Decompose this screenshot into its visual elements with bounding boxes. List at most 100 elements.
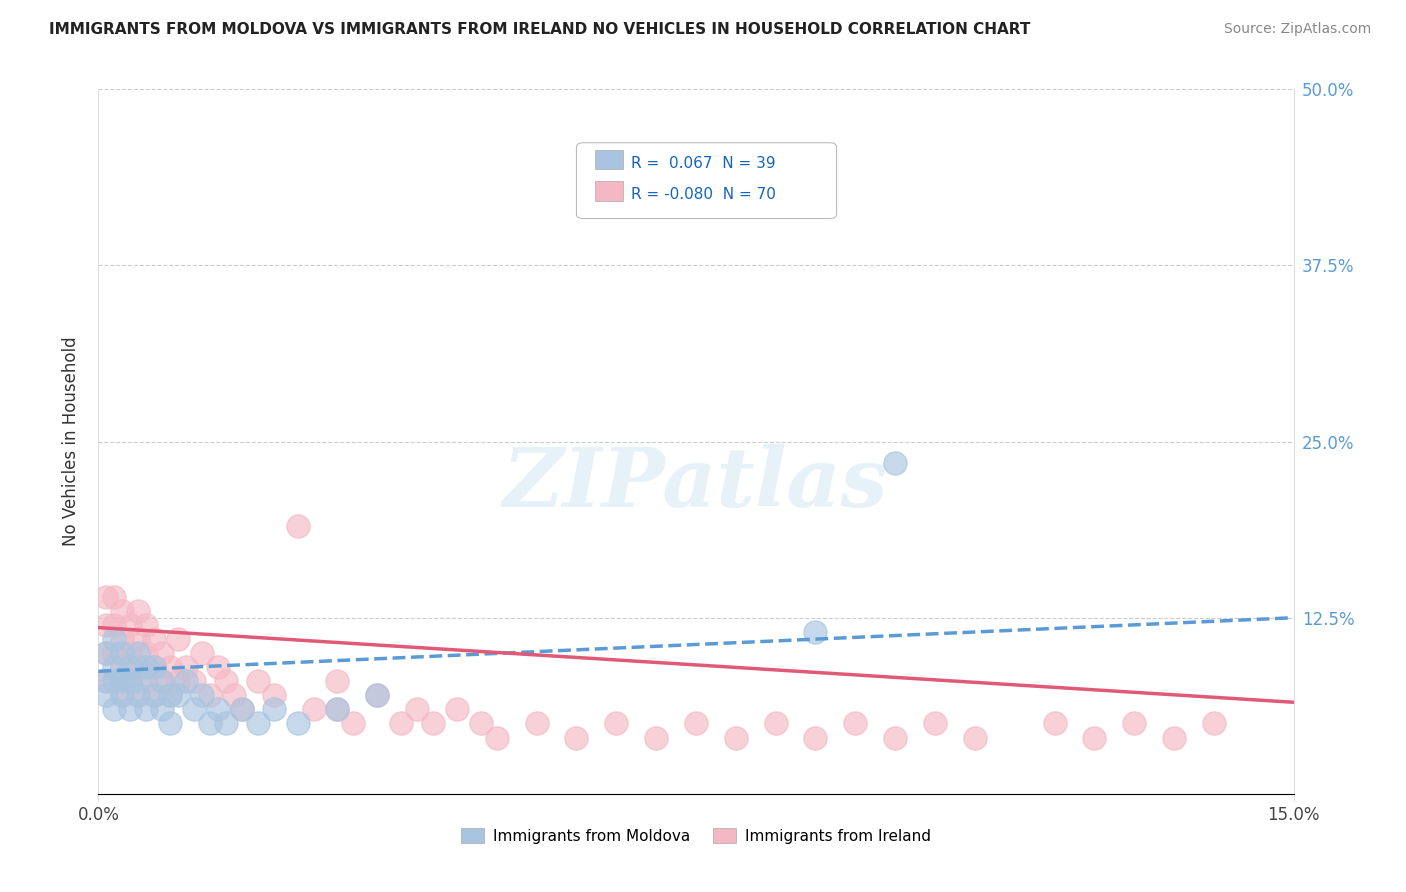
Point [96, 688, 118, 702]
Point [111, 688, 134, 702]
Point [159, 688, 181, 702]
Point [287, 716, 309, 731]
Point [127, 604, 149, 618]
Point [366, 688, 388, 702]
Point [685, 716, 707, 731]
Point [389, 716, 412, 731]
Point [150, 702, 173, 716]
Point [111, 660, 134, 674]
Point [120, 660, 142, 674]
Point [174, 674, 197, 689]
Point [96, 646, 118, 660]
Point [103, 660, 125, 674]
Text: R = -0.080  N = 70: R = -0.080 N = 70 [631, 187, 776, 202]
Point [103, 590, 125, 604]
Point [120, 674, 142, 689]
Text: IMMIGRANTS FROM MOLDOVA VS IMMIGRANTS FROM IRELAND NO VEHICLES IN HOUSEHOLD CORR: IMMIGRANTS FROM MOLDOVA VS IMMIGRANTS FR… [49, 22, 1031, 37]
Point [127, 646, 149, 660]
Point [884, 456, 907, 470]
Point [103, 646, 125, 660]
Point [127, 674, 149, 689]
Point [263, 688, 285, 702]
Point [406, 702, 429, 716]
Point [120, 617, 142, 632]
Point [143, 688, 166, 702]
Point [135, 674, 157, 689]
Point [207, 660, 229, 674]
Point [198, 688, 221, 702]
Point [804, 624, 827, 639]
Point [135, 702, 157, 716]
Point [605, 716, 627, 731]
Point [127, 688, 149, 702]
Point [215, 716, 238, 731]
Point [231, 702, 253, 716]
Point [111, 604, 134, 618]
Point [1163, 731, 1185, 745]
Point [96, 617, 118, 632]
Point [167, 674, 190, 689]
Point [127, 688, 149, 702]
Point [366, 688, 388, 702]
Point [422, 716, 444, 731]
Point [159, 660, 181, 674]
Point [120, 674, 142, 689]
Point [246, 674, 269, 689]
Point [884, 731, 907, 745]
Point [526, 716, 548, 731]
Point [207, 702, 229, 716]
Point [183, 674, 205, 689]
Point [143, 632, 166, 646]
Point [96, 674, 118, 689]
Point [231, 702, 253, 716]
Point [342, 716, 364, 731]
Point [183, 702, 205, 716]
Legend: Immigrants from Moldova, Immigrants from Ireland: Immigrants from Moldova, Immigrants from… [454, 822, 938, 850]
Point [111, 688, 134, 702]
Point [167, 632, 190, 646]
Point [135, 617, 157, 632]
Point [103, 632, 125, 646]
Point [135, 646, 157, 660]
Point [1202, 716, 1225, 731]
Point [1123, 716, 1146, 731]
Text: Source: ZipAtlas.com: Source: ZipAtlas.com [1223, 22, 1371, 37]
Point [127, 632, 149, 646]
Point [96, 646, 118, 660]
Point [103, 674, 125, 689]
Point [302, 702, 325, 716]
Point [103, 617, 125, 632]
Point [103, 674, 125, 689]
Point [963, 731, 986, 745]
Point [326, 702, 349, 716]
Point [96, 590, 118, 604]
Point [565, 731, 588, 745]
Point [111, 674, 134, 689]
Point [446, 702, 468, 716]
Point [222, 688, 245, 702]
Point [263, 702, 285, 716]
Point [127, 660, 149, 674]
Point [215, 674, 238, 689]
Point [111, 646, 134, 660]
Point [326, 702, 349, 716]
Point [191, 646, 214, 660]
Point [143, 660, 166, 674]
Text: ZIPatlas: ZIPatlas [503, 444, 889, 524]
Point [120, 646, 142, 660]
Point [159, 716, 181, 731]
Point [150, 674, 173, 689]
Point [96, 674, 118, 689]
Point [1043, 716, 1066, 731]
Point [198, 716, 221, 731]
Point [246, 716, 269, 731]
Point [844, 716, 866, 731]
Point [924, 716, 946, 731]
Y-axis label: No Vehicles in Household: No Vehicles in Household [62, 336, 80, 547]
Point [159, 688, 181, 702]
Point [111, 632, 134, 646]
Point [150, 674, 173, 689]
Point [765, 716, 787, 731]
Text: R =  0.067  N = 39: R = 0.067 N = 39 [631, 156, 776, 171]
Point [326, 674, 349, 689]
